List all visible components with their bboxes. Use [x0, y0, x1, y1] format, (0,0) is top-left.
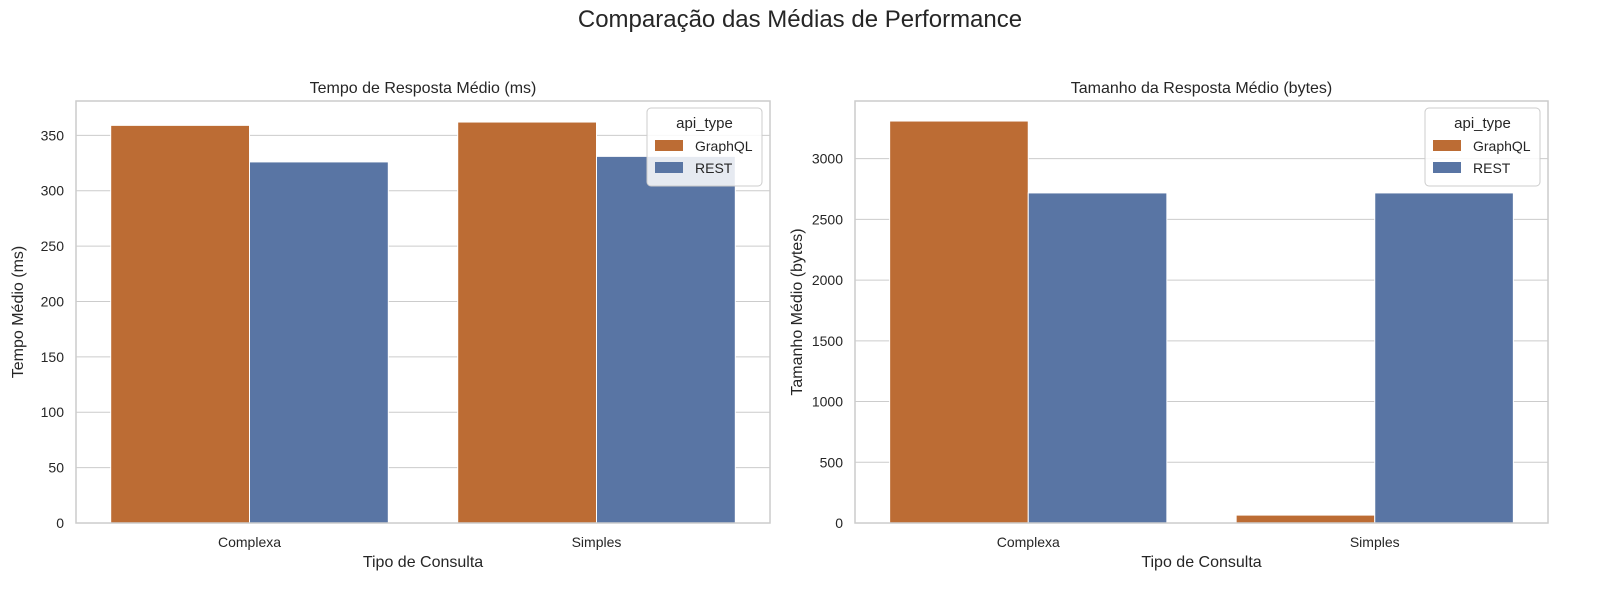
legend-swatch-graphql: [1433, 140, 1461, 151]
y-tick-label: 2000: [812, 272, 843, 288]
legend-swatch-rest: [1433, 162, 1461, 173]
x-axis-label: Tipo de Consulta: [1141, 554, 1261, 571]
bar-graphql-simples: [1235, 514, 1376, 524]
y-tick-label: 0: [56, 515, 64, 531]
figure-title: Comparação das Médias de Performance: [577, 6, 1023, 33]
y-tick-label: 150: [41, 349, 65, 365]
y-tick-label: 350: [41, 127, 65, 143]
y-axis-label: Tamanho Médio (bytes): [789, 228, 806, 395]
chart-title: Tempo de Resposta Médio (ms): [310, 80, 537, 97]
y-tick-label: 200: [41, 293, 65, 309]
legend-label-graphql: GraphQL: [695, 138, 753, 154]
y-tick-label: 300: [41, 183, 65, 199]
y-tick-label: 0: [835, 515, 843, 531]
bar-rest-complexa: [1027, 192, 1168, 524]
x-tick-label: Complexa: [997, 534, 1060, 550]
axes-frame: [854, 100, 1549, 524]
x-tick-label: Simples: [572, 534, 622, 550]
bar-rest-simples: [1374, 192, 1514, 524]
y-tick-label: 1000: [812, 394, 843, 410]
y-tick-label: 2500: [812, 211, 843, 227]
chart-panel-2: 0 500 1000 1500 2000 2500 3000 Complexa Simples T…: [789, 80, 1549, 571]
legend: api_type GraphQL REST: [646, 107, 763, 187]
bar-graphql-complexa: [110, 124, 250, 524]
x-axis-label: Tipo de Consulta: [363, 554, 483, 571]
x-tick-label: Simples: [1350, 534, 1400, 550]
y-tick-label: 250: [41, 238, 65, 254]
x-tick-label: Complexa: [218, 534, 281, 550]
y-tick-label: 3000: [812, 151, 843, 167]
bar-graphql-simples: [457, 121, 598, 524]
axes-frame: [75, 100, 771, 524]
chart-title: Tamanho da Resposta Médio (bytes): [1071, 80, 1332, 97]
bar-rest-simples: [596, 155, 736, 524]
legend: api_type GraphQL REST: [1424, 107, 1541, 187]
legend-title: api_type: [676, 115, 733, 132]
y-tick-label: 100: [41, 404, 65, 420]
y-tick-label: 50: [48, 460, 64, 476]
legend-swatch-rest: [655, 162, 683, 173]
y-tick-label: 1500: [812, 333, 843, 349]
y-axis-label: Tempo Médio (ms): [10, 246, 27, 378]
legend-swatch-graphql: [655, 140, 683, 151]
legend-label-graphql: GraphQL: [1473, 138, 1531, 154]
chart-panel-1: 0 50 100 150 200 250 300 350 Complexa Simples Temp…: [10, 80, 771, 571]
y-tick-label: 500: [820, 454, 844, 470]
bar-graphql-complexa: [889, 120, 1029, 524]
legend-title: api_type: [1454, 115, 1511, 132]
bar-rest-complexa: [249, 161, 389, 524]
legend-label-rest: REST: [695, 160, 733, 176]
legend-label-rest: REST: [1473, 160, 1511, 176]
